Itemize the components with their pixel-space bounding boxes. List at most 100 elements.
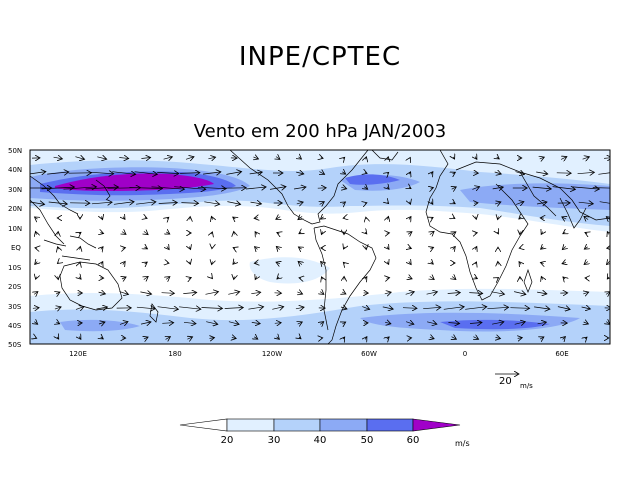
wind-vector-282 xyxy=(340,307,347,309)
coast-japan xyxy=(95,179,111,201)
lat-label-20s: 20S xyxy=(8,283,22,291)
wind-vector-298 xyxy=(98,322,105,324)
wind-vector-237 xyxy=(541,276,542,279)
wind-vector-116 xyxy=(233,217,236,219)
wind-vector-218 xyxy=(122,277,126,279)
wind-vector-245 xyxy=(119,292,129,295)
wind-vector-176 xyxy=(366,246,367,249)
wind-vector-331 xyxy=(232,338,236,339)
wind-vector-269 xyxy=(54,307,61,309)
wind-vector-162 xyxy=(58,247,59,249)
wind-vector-160 xyxy=(607,232,608,235)
coast-maritime-continent xyxy=(43,235,97,261)
colorbar-unit: m/s xyxy=(455,439,470,448)
wind-vector-333 xyxy=(277,337,280,340)
wind-vector-60 xyxy=(174,187,206,190)
wind-vector-302 xyxy=(183,322,196,323)
wind-vector-165 xyxy=(123,248,126,249)
wind-vector-8 xyxy=(208,157,215,159)
wind-vector-128 xyxy=(498,216,499,219)
wind-vector-280 xyxy=(295,307,304,309)
wind-vector-103 xyxy=(536,202,547,204)
longitude-axis: 120E 180 120W 60W 0 60E xyxy=(69,350,569,358)
wind-vector-63 xyxy=(245,187,266,189)
wind-vector-323 xyxy=(57,337,58,339)
map-title: Vento em 200 hPa JAN/2003 xyxy=(193,121,447,142)
wind-vector-58 xyxy=(129,188,163,189)
wind-vector-224 xyxy=(255,276,257,279)
wind-vector-4 xyxy=(119,158,128,159)
wind-vector-138 xyxy=(122,232,126,235)
wind-vector-255 xyxy=(342,292,346,294)
wind-vector-234 xyxy=(475,277,478,278)
wind-vector-296 xyxy=(56,322,59,324)
wind-vector-179 xyxy=(430,247,433,248)
wind-vector-299 xyxy=(119,322,128,325)
wind-vector-40 xyxy=(342,172,345,174)
wind-vector-196 xyxy=(212,261,213,264)
page-title: INPE/CPTEC xyxy=(238,42,402,72)
lon-label-60w: 60W xyxy=(361,350,377,358)
wind-vector-320 xyxy=(584,322,589,324)
wind-vector-188 xyxy=(35,262,38,265)
wind-vector-127 xyxy=(476,217,477,220)
wind-vector-195 xyxy=(190,262,191,264)
wind-vector-93 xyxy=(320,202,325,205)
wind-vector-340 xyxy=(430,337,434,338)
wind-vector-35 xyxy=(226,172,241,175)
lat-label-20n: 20N xyxy=(8,205,22,213)
wind-vector-203 xyxy=(387,262,388,265)
lat-label-eq: EQ xyxy=(11,244,21,252)
wind-vector-337 xyxy=(365,337,367,340)
wind-vector-23 xyxy=(560,157,567,160)
wind-vector-34 xyxy=(203,172,221,174)
wind-vector-129 xyxy=(519,217,521,219)
colorbar-segment-50-60 xyxy=(366,418,414,432)
coast-india xyxy=(559,197,587,229)
wind-vector-144 xyxy=(255,232,257,235)
wind-vector-136 xyxy=(79,232,81,233)
wind-vector-291 xyxy=(534,307,550,309)
wind-vector-249 xyxy=(205,292,219,295)
wind-vector-180 xyxy=(453,247,456,250)
wind-vector-11 xyxy=(276,157,280,160)
wind-vector-36 xyxy=(249,172,263,174)
wind-vector-315 xyxy=(469,323,482,324)
wind-vector-39 xyxy=(319,172,324,175)
colorbar-tick-60: 60 xyxy=(407,435,420,446)
wind-vector-268 xyxy=(32,308,39,309)
lon-label-120e: 120E xyxy=(69,350,87,358)
wind-vector-87 xyxy=(181,203,198,204)
wind-vector-204 xyxy=(409,261,411,264)
colorbar-segment-20-30 xyxy=(226,418,275,432)
wind-vectors xyxy=(30,157,610,340)
wind-vector-250 xyxy=(228,292,239,295)
wind-vector-233 xyxy=(452,277,456,280)
wind-vector-342 xyxy=(473,337,478,340)
wind-vector-27 xyxy=(47,172,69,174)
wind-vector-329 xyxy=(187,337,192,339)
wind-vector-124 xyxy=(409,217,411,220)
wind-vector-81 xyxy=(48,202,68,204)
wind-vector-71 xyxy=(431,188,434,189)
wind-vector-267 xyxy=(606,292,610,295)
wind-vector-2 xyxy=(75,157,84,160)
wind-vector-105 xyxy=(578,202,594,204)
wind-vector-12 xyxy=(299,157,302,159)
reference-unit: m/s xyxy=(520,382,533,390)
map-frame xyxy=(29,149,611,345)
wind-vector-202 xyxy=(343,262,344,263)
lon-label-60e: 60E xyxy=(555,350,568,358)
wind-vector-211 xyxy=(562,262,566,263)
wind-vector-301 xyxy=(162,323,173,324)
wind-vector-285 xyxy=(402,308,417,309)
wind-vector-215 xyxy=(58,276,59,279)
wind-vector-59 xyxy=(151,187,185,189)
wind-vector-26 xyxy=(30,172,46,175)
wind-vector-314 xyxy=(448,323,459,324)
wind-vector-271 xyxy=(96,307,108,309)
wind-vector-209 xyxy=(519,262,521,265)
wind-vector-95 xyxy=(365,203,367,204)
wind-vector-347 xyxy=(585,337,587,339)
wind-vector-200 xyxy=(298,261,302,264)
